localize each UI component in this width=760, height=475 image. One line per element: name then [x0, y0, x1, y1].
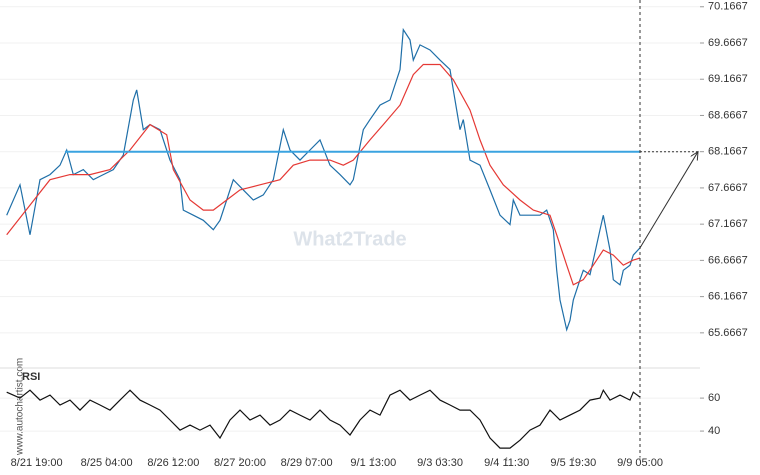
- x-tick-label: 8/29 07:00: [281, 457, 333, 469]
- y-tick-label: 66.6667: [708, 254, 748, 266]
- forecast-arrow: [639, 152, 698, 249]
- series-line: [6, 27, 641, 332]
- watermark: What2Trade: [293, 228, 406, 250]
- source: www.autochartist.com: [15, 358, 26, 456]
- x-tick-label: 9/3 03:30: [417, 457, 463, 469]
- y-tick-label: 40: [708, 425, 720, 437]
- y-tick-label: 68.1667: [708, 146, 748, 158]
- x-tick-label: 8/26 12:00: [147, 457, 199, 469]
- x-tick-label: 8/27 20:00: [214, 457, 266, 469]
- y-tick-label: 65.6667: [708, 327, 748, 339]
- x-tick-label: 8/21 19:00: [11, 457, 63, 469]
- x-tick-label: 8/25 04:00: [81, 457, 133, 469]
- y-tick-label: 67.1667: [708, 218, 748, 230]
- y-tick-label: 68.6667: [708, 109, 748, 121]
- series-line: [6, 388, 641, 449]
- y-tick-label: 70.1667: [708, 1, 748, 13]
- y-tick-label: 60: [708, 392, 720, 404]
- x-tick-label: 9/4 11:30: [484, 457, 529, 469]
- y-tick-label: 66.1667: [708, 291, 748, 303]
- y-tick-label: 67.6667: [708, 182, 748, 194]
- panel-label: RSI: [22, 371, 40, 383]
- y-tick-label: 69.6667: [708, 37, 748, 49]
- x-tick-label: 9/1 13:00: [350, 457, 396, 469]
- series-line: [6, 63, 641, 286]
- y-tick-label: 69.1667: [708, 73, 748, 85]
- x-tick-label: 9/5 19:30: [550, 457, 596, 469]
- x-tick-label: 9/9 05:00: [617, 457, 663, 469]
